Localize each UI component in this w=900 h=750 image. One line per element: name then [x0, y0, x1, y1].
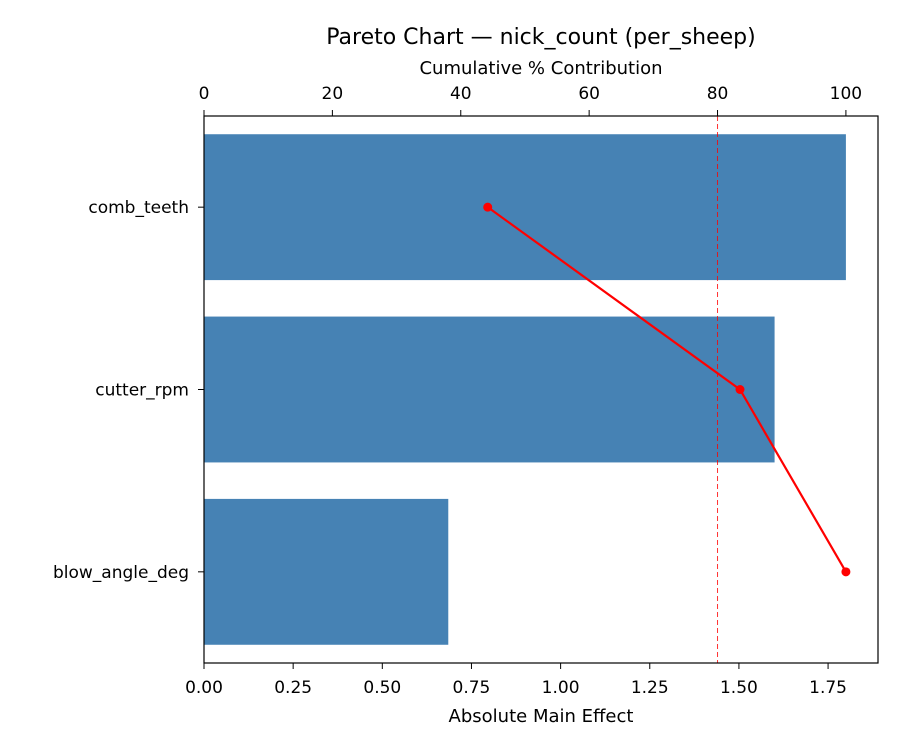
cumulative-point-comb_teeth	[483, 202, 493, 212]
bottom-x-tick-label: 0.00	[185, 678, 223, 698]
top-x-tick-label: 40	[450, 84, 472, 104]
bar-comb_teeth	[204, 134, 846, 281]
top-x-tick-label: 80	[707, 84, 729, 104]
y-tick-label-blow_angle_deg: blow_angle_deg	[53, 563, 189, 583]
bottom-x-tick-label: 1.75	[809, 678, 847, 698]
top-x-tick-label: 60	[578, 84, 600, 104]
top-x-axis-label: Cumulative % Contribution	[419, 58, 662, 79]
top-x-tick-label: 20	[322, 84, 344, 104]
chart-title: Pareto Chart — nick_count (per_sheep)	[326, 25, 755, 50]
bar-cutter_rpm	[204, 316, 775, 463]
top-x-tick-label: 0	[199, 84, 210, 104]
bottom-x-tick-label: 0.75	[453, 678, 491, 698]
cumulative-point-blow_angle_deg	[841, 567, 851, 577]
top-x-tick-label: 100	[830, 84, 862, 104]
plot-area: 0.00 0.25 0.50 0.75 1.00 1.25 1.50 1.75 0 20 40 60 8…	[53, 84, 879, 698]
bottom-x-tick-label: 1.00	[542, 678, 580, 698]
y-tick-label-cutter_rpm: cutter_rpm	[95, 381, 189, 401]
bottom-x-tick-label: 1.25	[631, 678, 669, 698]
bottom-x-tick-label: 0.25	[274, 678, 312, 698]
bar-blow_angle_deg	[204, 498, 449, 645]
bottom-x-axis-label: Absolute Main Effect	[449, 706, 634, 727]
y-tick-label-comb_teeth: comb_teeth	[88, 198, 189, 218]
cumulative-point-cutter_rpm	[735, 385, 745, 394]
bottom-x-tick-label: 0.50	[363, 678, 401, 698]
bottom-x-tick-label: 1.50	[720, 678, 758, 698]
